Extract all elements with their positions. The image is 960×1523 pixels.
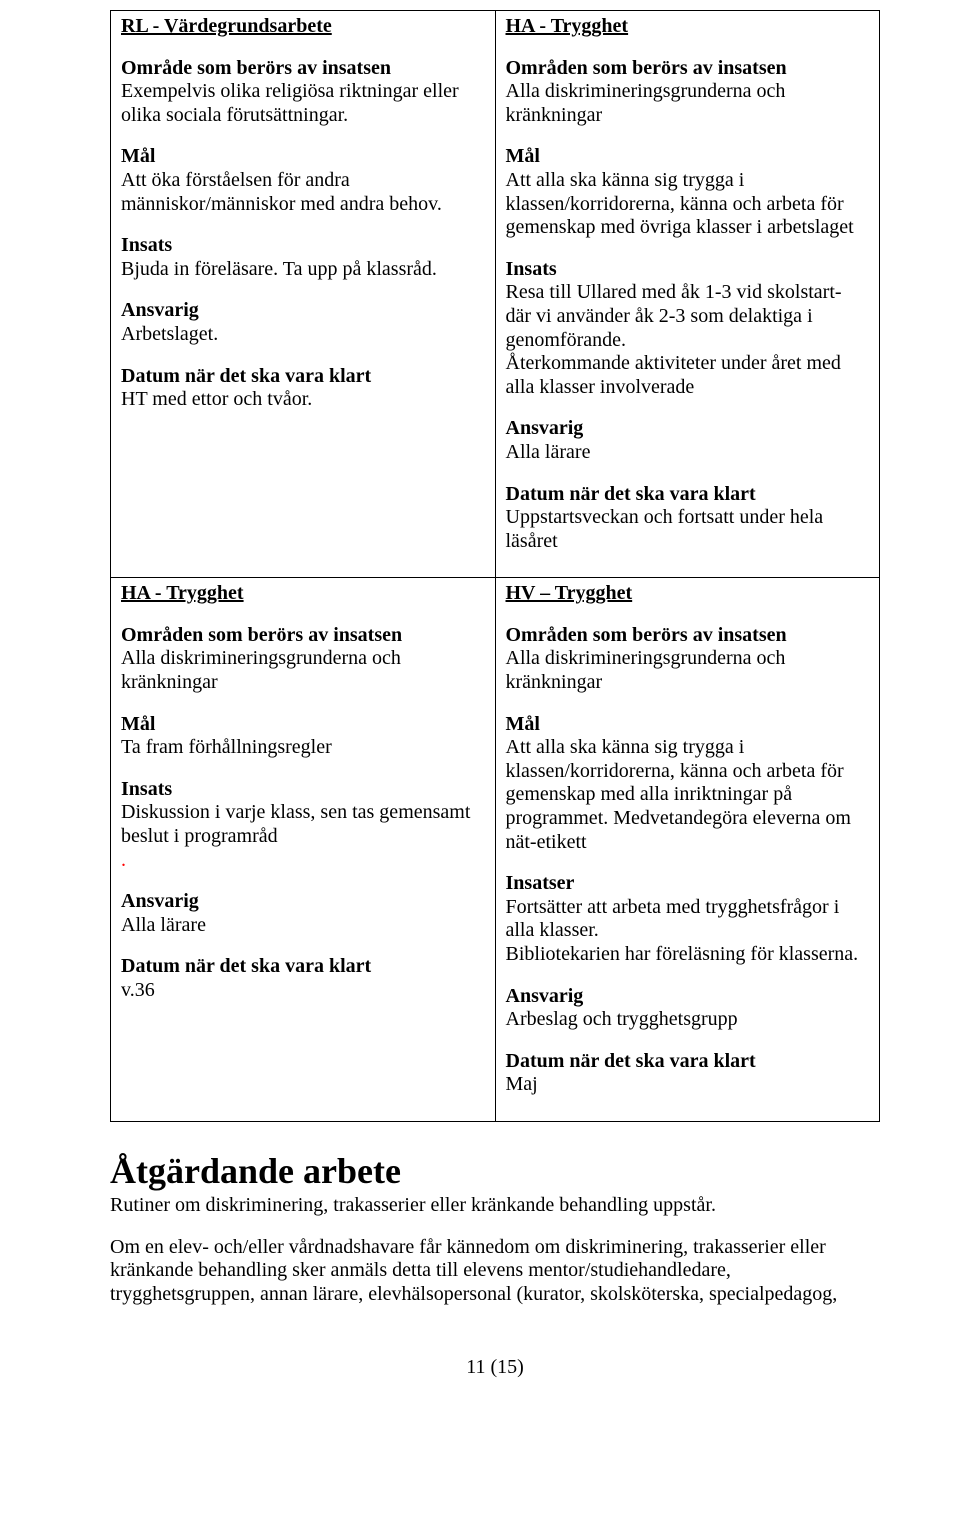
resp-label: Ansvarig [121, 890, 485, 914]
date-text: HT med ettor och tvåor. [121, 388, 485, 412]
goal-text: Att alla ska känna sig trygga i klassen/… [506, 169, 870, 240]
date-label: Datum när det ska vara klart [121, 955, 485, 979]
area-text: Alla diskrimineringsgrunderna och kränkn… [506, 647, 870, 694]
area-label: Områden som berörs av insatsen [506, 57, 870, 81]
goal-label: Mål [121, 145, 485, 169]
action-label: Insats [506, 258, 870, 282]
cell-top-right: HA - Trygghet Områden som berörs av insa… [495, 11, 880, 578]
cell-bottom-left: HA - Trygghet Områden som berörs av insa… [111, 578, 496, 1122]
action-text: Bjuda in föreläsare. Ta upp på klassråd. [121, 258, 485, 282]
action-label: Insatser [506, 872, 870, 896]
goal-label: Mål [121, 713, 485, 737]
area-label: Område som berörs av insatsen [121, 57, 485, 81]
resp-label: Ansvarig [121, 299, 485, 323]
resp-label: Ansvarig [506, 417, 870, 441]
section-title: RL - Värdegrundsarbete [121, 15, 332, 37]
goal-label: Mål [506, 145, 870, 169]
area-text: Alla diskrimineringsgrunderna och kränkn… [506, 80, 870, 127]
resp-label: Ansvarig [506, 985, 870, 1009]
dot-separator: . [121, 849, 126, 871]
goal-text: Att alla ska känna sig trygga i klassen/… [506, 736, 870, 854]
action-text-1: Resa till Ullared med åk 1-3 vid skolsta… [506, 281, 870, 352]
goal-label: Mål [506, 713, 870, 737]
cell-bottom-right: HV – Trygghet Områden som berörs av insa… [495, 578, 880, 1122]
resp-text: Alla lärare [506, 441, 870, 465]
intro-text: Rutiner om diskriminering, trakasserier … [110, 1194, 880, 1218]
date-label: Datum när det ska vara klart [121, 365, 485, 389]
date-label: Datum när det ska vara klart [506, 483, 870, 507]
section-title: HA - Trygghet [506, 15, 629, 37]
cell-top-left: RL - Värdegrundsarbete Område som berörs… [111, 11, 496, 578]
section-title: HV – Trygghet [506, 582, 633, 604]
page-number: 11 (15) [110, 1356, 880, 1379]
date-text: v.36 [121, 979, 485, 1003]
document-page: RL - Värdegrundsarbete Område som berörs… [0, 0, 960, 1419]
date-text: Uppstartsveckan och fortsatt under hela … [506, 506, 870, 553]
action-text-2: Återkommande aktiviteter under året med … [506, 352, 870, 399]
content-table: RL - Värdegrundsarbete Område som berörs… [110, 10, 880, 1122]
goal-text: Ta fram förhållningsregler [121, 736, 485, 760]
body-paragraph: Om en elev- och/eller vårdnadshavare får… [110, 1236, 880, 1307]
action-text: Diskussion i varje klass, sen tas gemens… [121, 801, 485, 848]
resp-text: Arbetslaget. [121, 323, 485, 347]
area-label: Områden som berörs av insatsen [121, 624, 485, 648]
date-label: Datum när det ska vara klart [506, 1050, 870, 1074]
area-text: Alla diskrimineringsgrunderna och kränkn… [121, 647, 485, 694]
action-label: Insats [121, 234, 485, 258]
resp-text: Alla lärare [121, 914, 485, 938]
heading: Åtgärdande arbete [110, 1150, 880, 1192]
section-title: HA - Trygghet [121, 582, 244, 604]
area-label: Områden som berörs av insatsen [506, 624, 870, 648]
action-text-1: Fortsätter att arbeta med trygghetsfrågo… [506, 896, 870, 943]
resp-text: Arbeslag och trygghetsgrupp [506, 1008, 870, 1032]
area-text: Exempelvis olika religiösa riktningar el… [121, 80, 485, 127]
action-label: Insats [121, 778, 485, 802]
goal-text: Att öka förståelsen för andra människor/… [121, 169, 485, 216]
action-text-2: Bibliotekarien har föreläsning för klass… [506, 943, 870, 967]
date-text: Maj [506, 1073, 870, 1097]
